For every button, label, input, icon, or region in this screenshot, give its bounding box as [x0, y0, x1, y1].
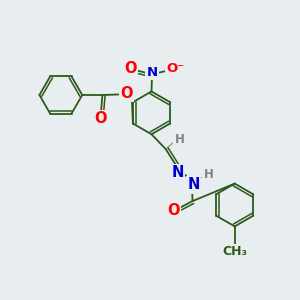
Text: H: H	[175, 133, 184, 146]
Text: O: O	[167, 202, 180, 217]
Text: O: O	[124, 61, 136, 76]
Text: N: N	[187, 177, 200, 192]
Text: O: O	[94, 111, 107, 126]
Text: O: O	[120, 86, 133, 101]
Text: CH₃: CH₃	[222, 245, 247, 258]
Text: N: N	[147, 66, 158, 79]
Text: H: H	[204, 168, 214, 181]
Text: O⁻: O⁻	[167, 62, 185, 75]
Text: N: N	[172, 165, 184, 180]
